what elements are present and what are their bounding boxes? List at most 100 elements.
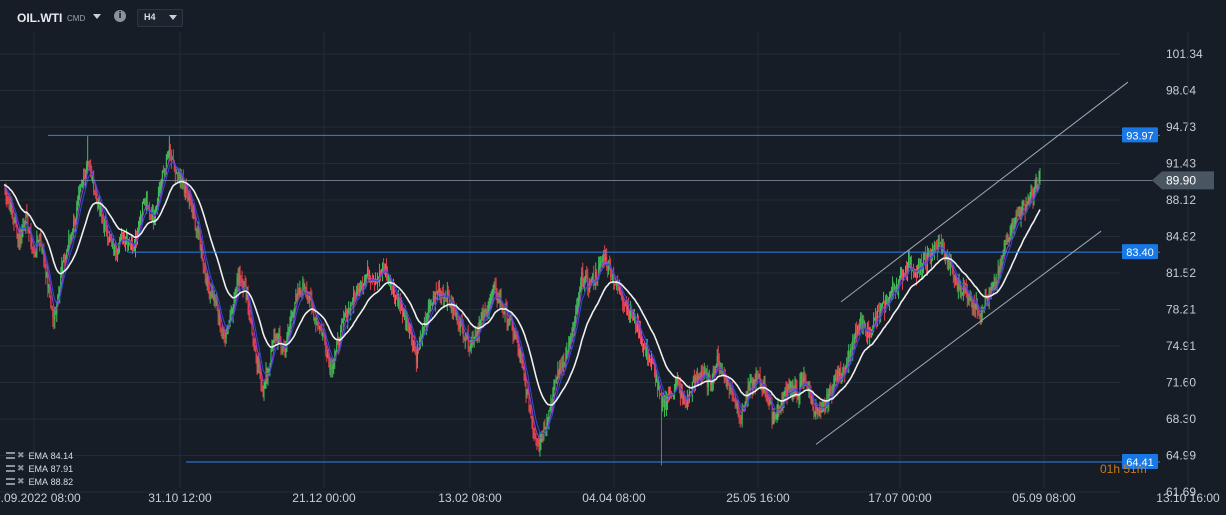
candle-body — [956, 284, 958, 290]
candle-body — [375, 280, 377, 283]
candle-body — [717, 355, 719, 361]
candle-body — [652, 361, 654, 364]
candle-body — [890, 293, 892, 295]
candle-body — [682, 396, 684, 398]
candle-body — [893, 284, 895, 289]
candle-body — [676, 380, 678, 383]
candle-body — [270, 350, 272, 367]
candle-body — [750, 380, 752, 382]
candle-body — [536, 438, 538, 441]
indicator-settings-icon[interactable] — [6, 465, 15, 472]
candle-body — [149, 214, 151, 216]
candle-body — [967, 298, 969, 300]
candle-body — [248, 305, 250, 313]
candle-body — [87, 160, 89, 165]
candle-body — [37, 239, 39, 243]
candle-body — [118, 249, 120, 251]
candle-body — [397, 298, 399, 304]
candle-body — [935, 246, 937, 248]
symbol-dropdown-icon[interactable] — [93, 14, 101, 19]
candle-body — [653, 363, 655, 370]
candle-body — [756, 374, 758, 376]
candle-body — [138, 219, 140, 229]
candle-body — [737, 404, 739, 414]
candle-body — [6, 196, 8, 199]
candle-body — [449, 304, 451, 307]
candle-body — [711, 381, 713, 384]
x-tick-label: 09.09.2022 08:00 — [0, 491, 81, 505]
candle-body — [1013, 226, 1015, 229]
indicator-settings-icon[interactable] — [6, 478, 15, 485]
candle-body — [1029, 195, 1031, 205]
candle-body — [467, 332, 469, 348]
candle-body — [41, 242, 43, 252]
candle-body — [470, 342, 472, 349]
candle-body — [538, 441, 540, 443]
candle-body — [247, 294, 249, 306]
symbol-label[interactable]: OIL.WTI — [17, 11, 63, 25]
candle-body — [910, 259, 911, 267]
candle-body — [78, 195, 80, 203]
candle-body — [282, 346, 284, 348]
candle-body — [905, 267, 907, 275]
candle-body — [565, 354, 567, 364]
info-icon[interactable]: i — [114, 10, 126, 22]
candle-body — [437, 290, 439, 292]
candle-body — [55, 313, 57, 315]
candle-body — [139, 215, 141, 220]
candle-body — [351, 303, 353, 305]
candle-body — [274, 336, 276, 338]
candle-body — [740, 417, 742, 420]
candle-body — [186, 192, 188, 194]
candle-body — [428, 307, 430, 309]
candle-body — [346, 309, 348, 320]
candle-body — [8, 199, 10, 202]
candle-body — [482, 314, 484, 321]
candle-body — [526, 390, 528, 396]
candle-body — [368, 268, 370, 279]
candle-body — [651, 358, 653, 362]
candle-body — [196, 229, 198, 233]
candle-body — [634, 317, 636, 319]
candle-body — [506, 308, 508, 324]
price-level-tag — [1122, 453, 1158, 469]
candle-body — [516, 338, 518, 340]
candle-body — [1015, 214, 1017, 224]
candle-body — [569, 339, 571, 342]
candle-body — [107, 234, 109, 241]
y-tick-label: 84.82 — [1166, 230, 1196, 244]
timeframe-select[interactable]: H4 — [137, 9, 183, 27]
indicator-remove-icon[interactable]: ✖ — [17, 476, 25, 486]
x-tick-label: 21.12 00:00 — [292, 491, 356, 505]
candle-body — [316, 321, 318, 324]
candle-body — [721, 370, 723, 373]
candle-body — [821, 408, 823, 413]
candle-body — [73, 220, 75, 232]
candle-body — [367, 268, 369, 276]
candle-body — [390, 282, 392, 285]
indicator-settings-icon[interactable] — [6, 452, 15, 459]
candle-body — [563, 362, 565, 366]
candle-body — [173, 161, 175, 172]
candle-body — [636, 328, 638, 332]
candle-body — [772, 417, 774, 420]
candle-body — [177, 172, 179, 174]
candle-body — [128, 241, 130, 245]
candle-body — [945, 254, 947, 258]
candle-body — [76, 207, 78, 219]
candle-body — [910, 259, 912, 271]
indicator-remove-icon[interactable]: ✖ — [17, 463, 25, 473]
candle-body — [271, 348, 273, 351]
candle-body — [46, 272, 48, 278]
candle-body — [592, 274, 594, 280]
indicator-remove-icon[interactable]: ✖ — [17, 450, 25, 460]
candle-body — [1002, 254, 1004, 257]
x-tick-label: 25.05 16:00 — [726, 491, 790, 505]
candle-body — [518, 347, 520, 356]
candle-body — [272, 341, 274, 349]
current-price-label: 89.90 — [1166, 173, 1196, 187]
candle-body — [318, 326, 320, 330]
timeframe-dropdown-icon[interactable] — [169, 15, 177, 20]
